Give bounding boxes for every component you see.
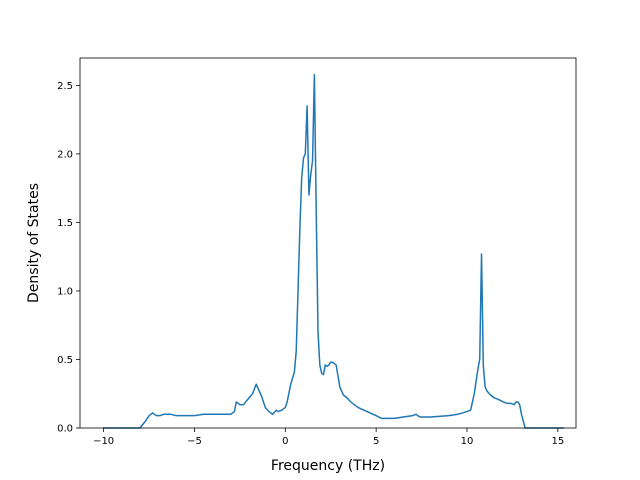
x-tick-label: −5 (187, 436, 202, 447)
y-tick-label: 2.5 (57, 81, 73, 92)
x-tick-label: −10 (93, 436, 114, 447)
plot-frame (79, 57, 577, 429)
x-tick-label: 10 (461, 436, 474, 447)
x-tick-label: 0 (282, 436, 288, 447)
x-axis-label: Frequency (THz) (271, 458, 385, 474)
x-tick-label: 15 (551, 436, 564, 447)
y-tick-label: 0.5 (57, 355, 73, 366)
x-tick-label: 5 (373, 436, 379, 447)
y-axis-label: Density of States (26, 183, 42, 303)
y-axis-ticks: 0.0 0.5 1.0 1.5 2.0 2.5 (57, 81, 80, 435)
y-tick-label: 1.0 (57, 286, 73, 297)
y-tick-label: 0.0 (57, 424, 73, 435)
dos-series-line (102, 73, 565, 429)
y-tick-label: 1.5 (57, 218, 73, 229)
x-axis-ticks: −10 −5 0 5 10 15 (93, 428, 564, 447)
y-tick-label: 2.0 (57, 149, 73, 160)
